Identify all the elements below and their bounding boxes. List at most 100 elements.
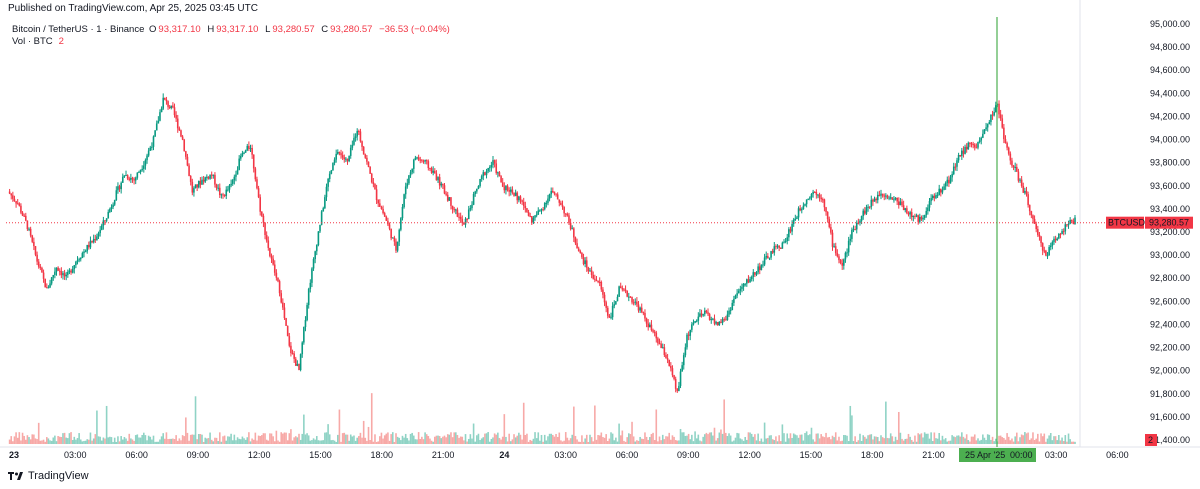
- candle-body: [851, 229, 853, 239]
- candle-body: [991, 114, 994, 116]
- volume-bar: [552, 434, 554, 444]
- volume-bar: [427, 436, 430, 444]
- volume-bar: [432, 441, 434, 444]
- candle-body: [1058, 234, 1060, 239]
- candle-body: [902, 205, 905, 211]
- volume-bar: [889, 433, 892, 444]
- volume-bar: [649, 437, 651, 444]
- volume-bar: [983, 437, 986, 444]
- candle-body: [1009, 153, 1012, 161]
- candle-body: [566, 213, 569, 216]
- y-tick-label: 94,000.00: [1150, 135, 1190, 145]
- volume-bar: [849, 405, 852, 444]
- volume-bar: [973, 434, 976, 444]
- symbol-label[interactable]: Bitcoin / TetherUS · 1 · Binance: [12, 24, 145, 35]
- volume-bar: [320, 440, 323, 444]
- volume-bar: [351, 436, 354, 444]
- candle-body: [10, 193, 13, 196]
- volume-bar: [477, 433, 480, 444]
- candle-body: [197, 180, 200, 188]
- volume-bar: [626, 437, 628, 444]
- candle-body: [828, 219, 831, 228]
- candle-body: [889, 197, 892, 199]
- candle-body: [941, 189, 944, 193]
- volume-bar: [367, 426, 370, 444]
- candle-body: [1048, 247, 1050, 256]
- volume-bar: [99, 436, 101, 444]
- candle-body: [265, 235, 268, 241]
- candle-body: [1016, 166, 1018, 172]
- candle-body: [700, 313, 703, 316]
- candle-body: [684, 347, 687, 356]
- candle-body: [843, 259, 845, 266]
- candle-body: [1027, 194, 1029, 206]
- candle-body: [778, 245, 780, 248]
- volume-bar: [231, 440, 234, 444]
- volume-bar: [783, 433, 785, 444]
- volume-bar: [799, 434, 801, 444]
- candle-body: [440, 183, 443, 186]
- volume-bar: [687, 433, 690, 444]
- candle-body: [904, 208, 907, 211]
- volume-bar: [930, 432, 932, 444]
- volume-bar: [1058, 434, 1060, 444]
- volume-bar: [364, 437, 367, 444]
- volume-bar: [613, 440, 616, 444]
- candle-body: [278, 281, 281, 294]
- candle-body: [788, 229, 790, 238]
- candle-body: [404, 186, 407, 195]
- candle-body: [605, 302, 607, 308]
- volume-bar: [1033, 439, 1036, 444]
- volume-bar: [805, 431, 808, 444]
- candle-body: [497, 172, 499, 174]
- volume-bar: [673, 436, 675, 444]
- candle-body: [96, 236, 98, 241]
- candle-body: [126, 174, 129, 179]
- volume-bar: [354, 440, 357, 444]
- volume-bar: [897, 411, 900, 444]
- candle-body: [488, 167, 491, 169]
- volume-bar: [875, 436, 877, 444]
- volume-bar: [534, 432, 536, 444]
- candle-body: [876, 194, 879, 201]
- candle-body: [739, 288, 742, 291]
- candle-body: [655, 332, 658, 339]
- candle-body: [678, 385, 680, 391]
- volume-bar: [917, 433, 919, 444]
- volume-bar: [920, 433, 923, 444]
- volume-bar: [393, 441, 396, 444]
- candle-body: [602, 289, 604, 295]
- x-tick-label: 12:00: [248, 450, 271, 460]
- volume-label[interactable]: Vol · BTC: [12, 36, 53, 47]
- candle-body: [159, 112, 161, 121]
- candle-body: [1062, 231, 1065, 233]
- volume-bar: [771, 439, 774, 444]
- volume-bar: [1012, 441, 1015, 444]
- volume-bar: [703, 434, 706, 444]
- volume-bar: [1009, 440, 1012, 444]
- candle-body: [972, 144, 974, 146]
- candle-body: [681, 365, 683, 372]
- candle-body: [618, 286, 620, 297]
- candle-body: [362, 146, 365, 155]
- candle-body: [531, 216, 533, 223]
- volume-bar: [201, 434, 203, 444]
- candle-body: [143, 165, 145, 169]
- volume-bar: [991, 436, 994, 444]
- volume-bar: [802, 440, 805, 444]
- candle-body: [665, 355, 667, 359]
- volume-bar: [383, 435, 386, 444]
- candle-body: [395, 241, 397, 251]
- candle-body: [406, 183, 409, 187]
- volume-bar: [408, 440, 410, 444]
- volume-bar: [83, 440, 85, 444]
- volume-bar: [267, 440, 270, 444]
- volume-bar: [674, 440, 677, 444]
- volume-bar: [545, 440, 548, 444]
- candle-body: [206, 176, 208, 178]
- volume-bar: [199, 433, 202, 444]
- volume-bar: [261, 435, 263, 444]
- candle-body: [844, 252, 847, 260]
- volume-bar: [767, 437, 769, 444]
